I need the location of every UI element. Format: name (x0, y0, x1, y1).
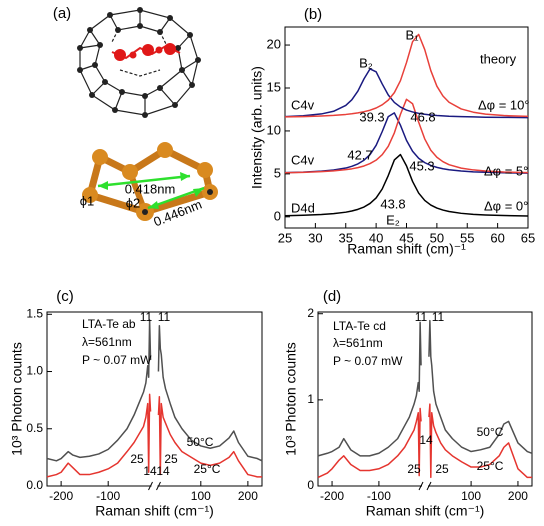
axis-break (426, 481, 432, 491)
x-axis-label: Raman shift (cm⁻¹) (95, 503, 214, 519)
x-tick-label: -100 (96, 489, 120, 503)
annotation: 25°C (477, 459, 504, 473)
series-line (284, 112, 529, 174)
y-tick-label: 0 (274, 208, 281, 223)
annotation: 46.8 (410, 109, 435, 124)
plot-frame (46, 311, 263, 487)
annotation: Δφ = 5° (484, 163, 528, 178)
annotation: theory (480, 51, 517, 66)
x-tick-label: 200 (508, 489, 528, 503)
series-line (46, 319, 263, 462)
y-tick-label: 0.0 (26, 478, 43, 492)
cage-nodes (77, 7, 201, 118)
annotation: LTA-Te ab (82, 317, 136, 331)
annotation: C4v (291, 97, 315, 112)
annotation: Δφ = 10° (478, 97, 530, 112)
y-tick-label: 10 (267, 122, 281, 137)
axis-break (418, 481, 424, 491)
annotation: D4d (291, 200, 315, 215)
angle-label: ϕ1 (80, 193, 95, 208)
series-line (317, 319, 533, 457)
annotation: LTA-Te cd (333, 319, 386, 333)
y-tick-label: 0.5 (26, 421, 43, 435)
series-line (284, 153, 529, 217)
angle-label: ϕ2 (126, 195, 141, 210)
y-tick-label: 20 (267, 36, 281, 51)
annotation: 11 (158, 310, 171, 324)
annotation: P ~ 0.07 mW (333, 354, 403, 368)
panel-label: (a) (53, 5, 71, 22)
annotation: λ=561nm (82, 335, 132, 349)
annotation: 45.3 (409, 158, 434, 173)
x-tick-label: 40 (369, 230, 383, 245)
y-axis-label: Intensity (arb. units) (249, 66, 265, 189)
x-tick-label: 45 (399, 230, 413, 245)
x-tick-label: 100 (461, 489, 481, 503)
y-tick-label: 2 (307, 306, 314, 320)
annotation: 11 (432, 310, 445, 324)
axis-break (156, 481, 161, 491)
x-tick-label: 50 (430, 230, 444, 245)
annotation: 50°C (187, 435, 214, 449)
annotation: 14 (419, 433, 433, 447)
y-tick-label: 1 (307, 392, 314, 406)
annotation: E₂ (386, 212, 400, 227)
series-line (46, 393, 262, 478)
y-tick-label: 15 (267, 79, 281, 94)
x-tick-label: 100 (191, 489, 211, 503)
y-tick-label: 1.5 (26, 306, 43, 320)
annotation: 25°C (194, 462, 221, 476)
annotation: 25 (164, 452, 178, 466)
series-line (317, 403, 532, 479)
molecule (82, 142, 218, 221)
x-tick-label: 60 (490, 230, 504, 245)
x-tick-label: 55 (460, 230, 474, 245)
annotation: 43.8 (380, 196, 405, 211)
series-line (284, 68, 529, 119)
panel-label: (d) (323, 288, 341, 305)
annotation: 50°C (477, 425, 504, 439)
panel-label: (b) (304, 6, 322, 23)
y-tick-label: 1.0 (26, 364, 43, 378)
x-tick-label: -100 (367, 489, 391, 503)
annotation: λ=561nm (333, 336, 383, 350)
annotation: 11 (140, 310, 153, 324)
x-tick-label: 25 (278, 230, 292, 245)
y-axis-label: 10³ Photon counts (9, 342, 25, 456)
annotation: 25 (435, 462, 449, 476)
x-tick-label: -200 (320, 489, 344, 503)
axis-break (148, 481, 153, 491)
annotation: Δφ = 0° (484, 198, 528, 213)
series-line (284, 33, 529, 118)
x-tick-label: 200 (238, 489, 258, 503)
axis-break (151, 482, 158, 490)
annotation: B₁ (405, 27, 419, 42)
y-tick-label: 5 (274, 165, 281, 180)
axis-break (422, 482, 428, 490)
x-tick-label: 35 (339, 230, 353, 245)
x-tick-label: -200 (49, 489, 73, 503)
y-tick-label: 0 (307, 478, 314, 492)
annotation: 14 (143, 464, 157, 478)
te-chain (111, 43, 181, 61)
annotation: 42.7 (347, 147, 372, 162)
annotation: B₂ (359, 55, 373, 70)
annotation: 11 (415, 310, 428, 324)
annotation: 25 (130, 452, 144, 466)
series-line (284, 98, 529, 174)
annotation: P ~ 0.07 mW (82, 353, 152, 367)
annotation: 25 (407, 462, 421, 476)
x-tick-label: 65 (521, 230, 535, 245)
panel-label: (c) (56, 288, 74, 305)
annotation: 39.3 (359, 109, 384, 124)
annotation: 14 (156, 464, 170, 478)
x-axis-label: Raman shift (cm⁻¹) (366, 503, 485, 519)
x-axis-label: Raman shift (cm)⁻¹ (347, 241, 466, 257)
y-axis-label: 10³ Photon counts (283, 342, 299, 456)
x-tick-label: 30 (308, 230, 322, 245)
annotation: C4v (291, 152, 315, 167)
distance-label: 0.418nm (125, 181, 176, 196)
